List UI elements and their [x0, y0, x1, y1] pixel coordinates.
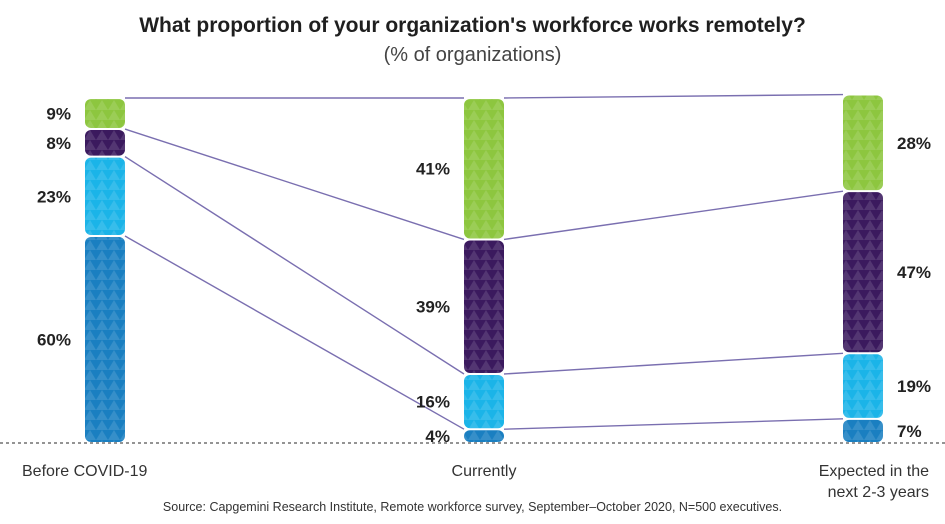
category-labels: Before COVID-19 Currently Expected in the n… — [22, 463, 929, 501]
bar-segment — [85, 130, 125, 156]
category-label: Before COVID-19 — [22, 463, 147, 480]
value-labels: 60% 23% 8% 9% 4% 16% 39% 41% 7% 19% 47% 28% — [37, 105, 931, 447]
bar-segment — [85, 157, 125, 235]
data-label: 60% — [37, 331, 71, 350]
data-label: 39% — [416, 298, 450, 317]
data-label: 7% — [897, 422, 922, 441]
connector-line — [503, 352, 844, 375]
connector-line — [503, 190, 844, 241]
data-label: 19% — [897, 377, 931, 396]
connector-line — [124, 128, 465, 241]
data-label: 41% — [416, 160, 450, 179]
data-label: 9% — [46, 105, 71, 124]
data-label: 8% — [46, 134, 71, 153]
bar-segment — [464, 375, 504, 429]
bar-segment — [843, 354, 883, 418]
category-label: Expected in the next 2-3 years — [819, 463, 929, 501]
connector-line — [503, 418, 844, 430]
data-label: 16% — [416, 393, 450, 412]
connector-line — [124, 156, 465, 375]
bar-segment — [85, 99, 125, 129]
bar-segment — [464, 99, 504, 239]
connector-lines — [124, 93, 844, 430]
chart-title: What proportion of your organization's w… — [139, 14, 806, 37]
data-label: 4% — [425, 427, 450, 446]
source-note: Source: Capgemini Research Institute, Re… — [162, 500, 783, 514]
bars — [85, 95, 883, 442]
bar-segment — [843, 95, 883, 191]
category-label: Currently — [452, 463, 517, 480]
bar-segment — [85, 237, 125, 442]
bar-segment — [464, 240, 504, 373]
chart-subtitle: (% of organizations) — [383, 44, 562, 66]
connector-line — [124, 235, 465, 430]
data-label: 28% — [897, 134, 931, 153]
bar-segment — [843, 419, 883, 442]
data-label: 23% — [37, 187, 71, 206]
connector-line — [503, 93, 844, 99]
data-label: 47% — [897, 263, 931, 282]
bar-segment — [843, 192, 883, 353]
bar-segment — [464, 430, 504, 442]
